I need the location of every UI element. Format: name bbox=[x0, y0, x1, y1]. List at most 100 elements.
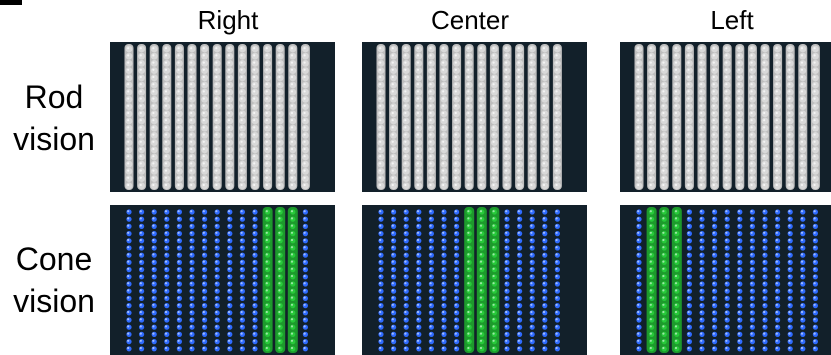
blue-cone-dot bbox=[517, 223, 523, 229]
blue-cone-dot bbox=[749, 209, 755, 215]
dot-highlight bbox=[775, 246, 778, 249]
rod-dot bbox=[163, 110, 171, 118]
blue-cone-dot bbox=[428, 259, 434, 265]
dot-highlight bbox=[190, 246, 193, 249]
dot-highlight bbox=[517, 97, 520, 100]
dot-highlight bbox=[152, 155, 155, 158]
blue-cone-dot bbox=[686, 331, 692, 337]
blue-cone-dot bbox=[775, 317, 781, 323]
dot-highlight bbox=[687, 325, 690, 328]
dot-highlight bbox=[278, 339, 281, 342]
dot-highlight bbox=[517, 332, 520, 335]
dot-highlight bbox=[127, 140, 130, 143]
dot-highlight bbox=[700, 54, 703, 57]
rod-dot bbox=[812, 60, 819, 67]
rod-dot bbox=[453, 124, 460, 132]
blue-cone-dot bbox=[391, 223, 397, 229]
dot-highlight bbox=[492, 282, 495, 285]
dot-highlight bbox=[479, 162, 483, 165]
dot-highlight bbox=[467, 162, 470, 165]
rod-dot bbox=[786, 160, 794, 168]
rod-dot bbox=[541, 175, 549, 183]
blue-cone-dot bbox=[416, 295, 422, 301]
green-cone-dot bbox=[290, 331, 296, 337]
dot-highlight bbox=[505, 83, 508, 86]
dot-highlight bbox=[391, 217, 394, 220]
blue-cone-dot bbox=[699, 274, 705, 280]
dot-highlight bbox=[152, 133, 155, 136]
blue-cone-dot bbox=[686, 288, 692, 294]
blue-cone-dot bbox=[139, 216, 145, 222]
rod-dot bbox=[428, 81, 435, 89]
dot-highlight bbox=[530, 224, 533, 227]
rod-dot bbox=[226, 168, 234, 175]
dot-highlight bbox=[215, 274, 218, 278]
rod-dot bbox=[723, 139, 731, 146]
dot-highlight bbox=[227, 104, 231, 107]
rod-dot bbox=[736, 139, 744, 146]
dot-highlight bbox=[379, 83, 382, 86]
rod-dot bbox=[276, 117, 284, 125]
dot-highlight bbox=[800, 267, 804, 270]
dot-highlight bbox=[479, 217, 483, 220]
dot-highlight bbox=[240, 68, 243, 71]
blue-cone-dot bbox=[724, 281, 730, 287]
dot-highlight bbox=[190, 54, 193, 57]
rod-dot bbox=[264, 110, 271, 118]
rod-dot bbox=[125, 182, 133, 190]
rod-dot bbox=[239, 60, 246, 67]
dot-highlight bbox=[674, 231, 678, 234]
dot-highlight bbox=[530, 210, 533, 213]
blue-cone-dot bbox=[636, 288, 642, 294]
dot-highlight bbox=[687, 54, 690, 57]
dot-highlight bbox=[788, 318, 791, 321]
blue-cone-dot bbox=[454, 324, 460, 330]
dot-highlight bbox=[152, 238, 155, 242]
rod-dot bbox=[415, 67, 423, 74]
dot-highlight bbox=[662, 282, 665, 285]
rod-dot bbox=[786, 110, 794, 118]
rod-dot bbox=[465, 60, 473, 67]
dot-highlight bbox=[240, 332, 243, 335]
dot-highlight bbox=[687, 282, 690, 285]
dot-highlight bbox=[303, 104, 306, 107]
blue-cone-dot bbox=[712, 259, 718, 265]
rod-dot bbox=[749, 74, 756, 82]
dot-highlight bbox=[725, 75, 728, 79]
blue-cone-dot bbox=[686, 274, 692, 280]
row-label-rod-line2: vision bbox=[13, 121, 95, 157]
dot-highlight bbox=[555, 303, 558, 306]
blue-cone-dot bbox=[252, 231, 258, 237]
dot-highlight bbox=[530, 217, 533, 220]
rod-dot bbox=[201, 146, 208, 154]
blue-cone-dot bbox=[302, 245, 308, 251]
dot-highlight bbox=[542, 61, 546, 64]
dot-highlight bbox=[177, 119, 180, 122]
green-cone-dot bbox=[479, 238, 485, 244]
rod-dot bbox=[390, 74, 397, 82]
blue-cone-dot bbox=[724, 252, 730, 258]
dot-highlight bbox=[712, 126, 715, 129]
dot-highlight bbox=[442, 346, 445, 350]
dot-highlight bbox=[725, 111, 728, 115]
blue-cone-dot bbox=[441, 223, 447, 229]
rod-dot bbox=[660, 139, 668, 146]
dot-highlight bbox=[467, 346, 470, 350]
rod-dot bbox=[201, 160, 208, 168]
dot-highlight bbox=[454, 260, 457, 263]
dot-highlight bbox=[674, 318, 678, 321]
rod-dot bbox=[150, 81, 158, 89]
blue-cone-dot bbox=[441, 267, 447, 273]
blue-cone-dot bbox=[554, 223, 560, 229]
dot-highlight bbox=[637, 155, 640, 158]
dot-highlight bbox=[530, 155, 533, 158]
dot-highlight bbox=[725, 176, 728, 179]
dot-highlight bbox=[674, 296, 678, 299]
rod-dot bbox=[302, 175, 309, 183]
dot-highlight bbox=[662, 267, 665, 270]
blue-cone-dot bbox=[636, 295, 642, 301]
rod-dot bbox=[491, 153, 498, 161]
dot-highlight bbox=[127, 104, 130, 107]
rod-dot bbox=[201, 74, 208, 82]
dot-highlight bbox=[637, 210, 640, 213]
